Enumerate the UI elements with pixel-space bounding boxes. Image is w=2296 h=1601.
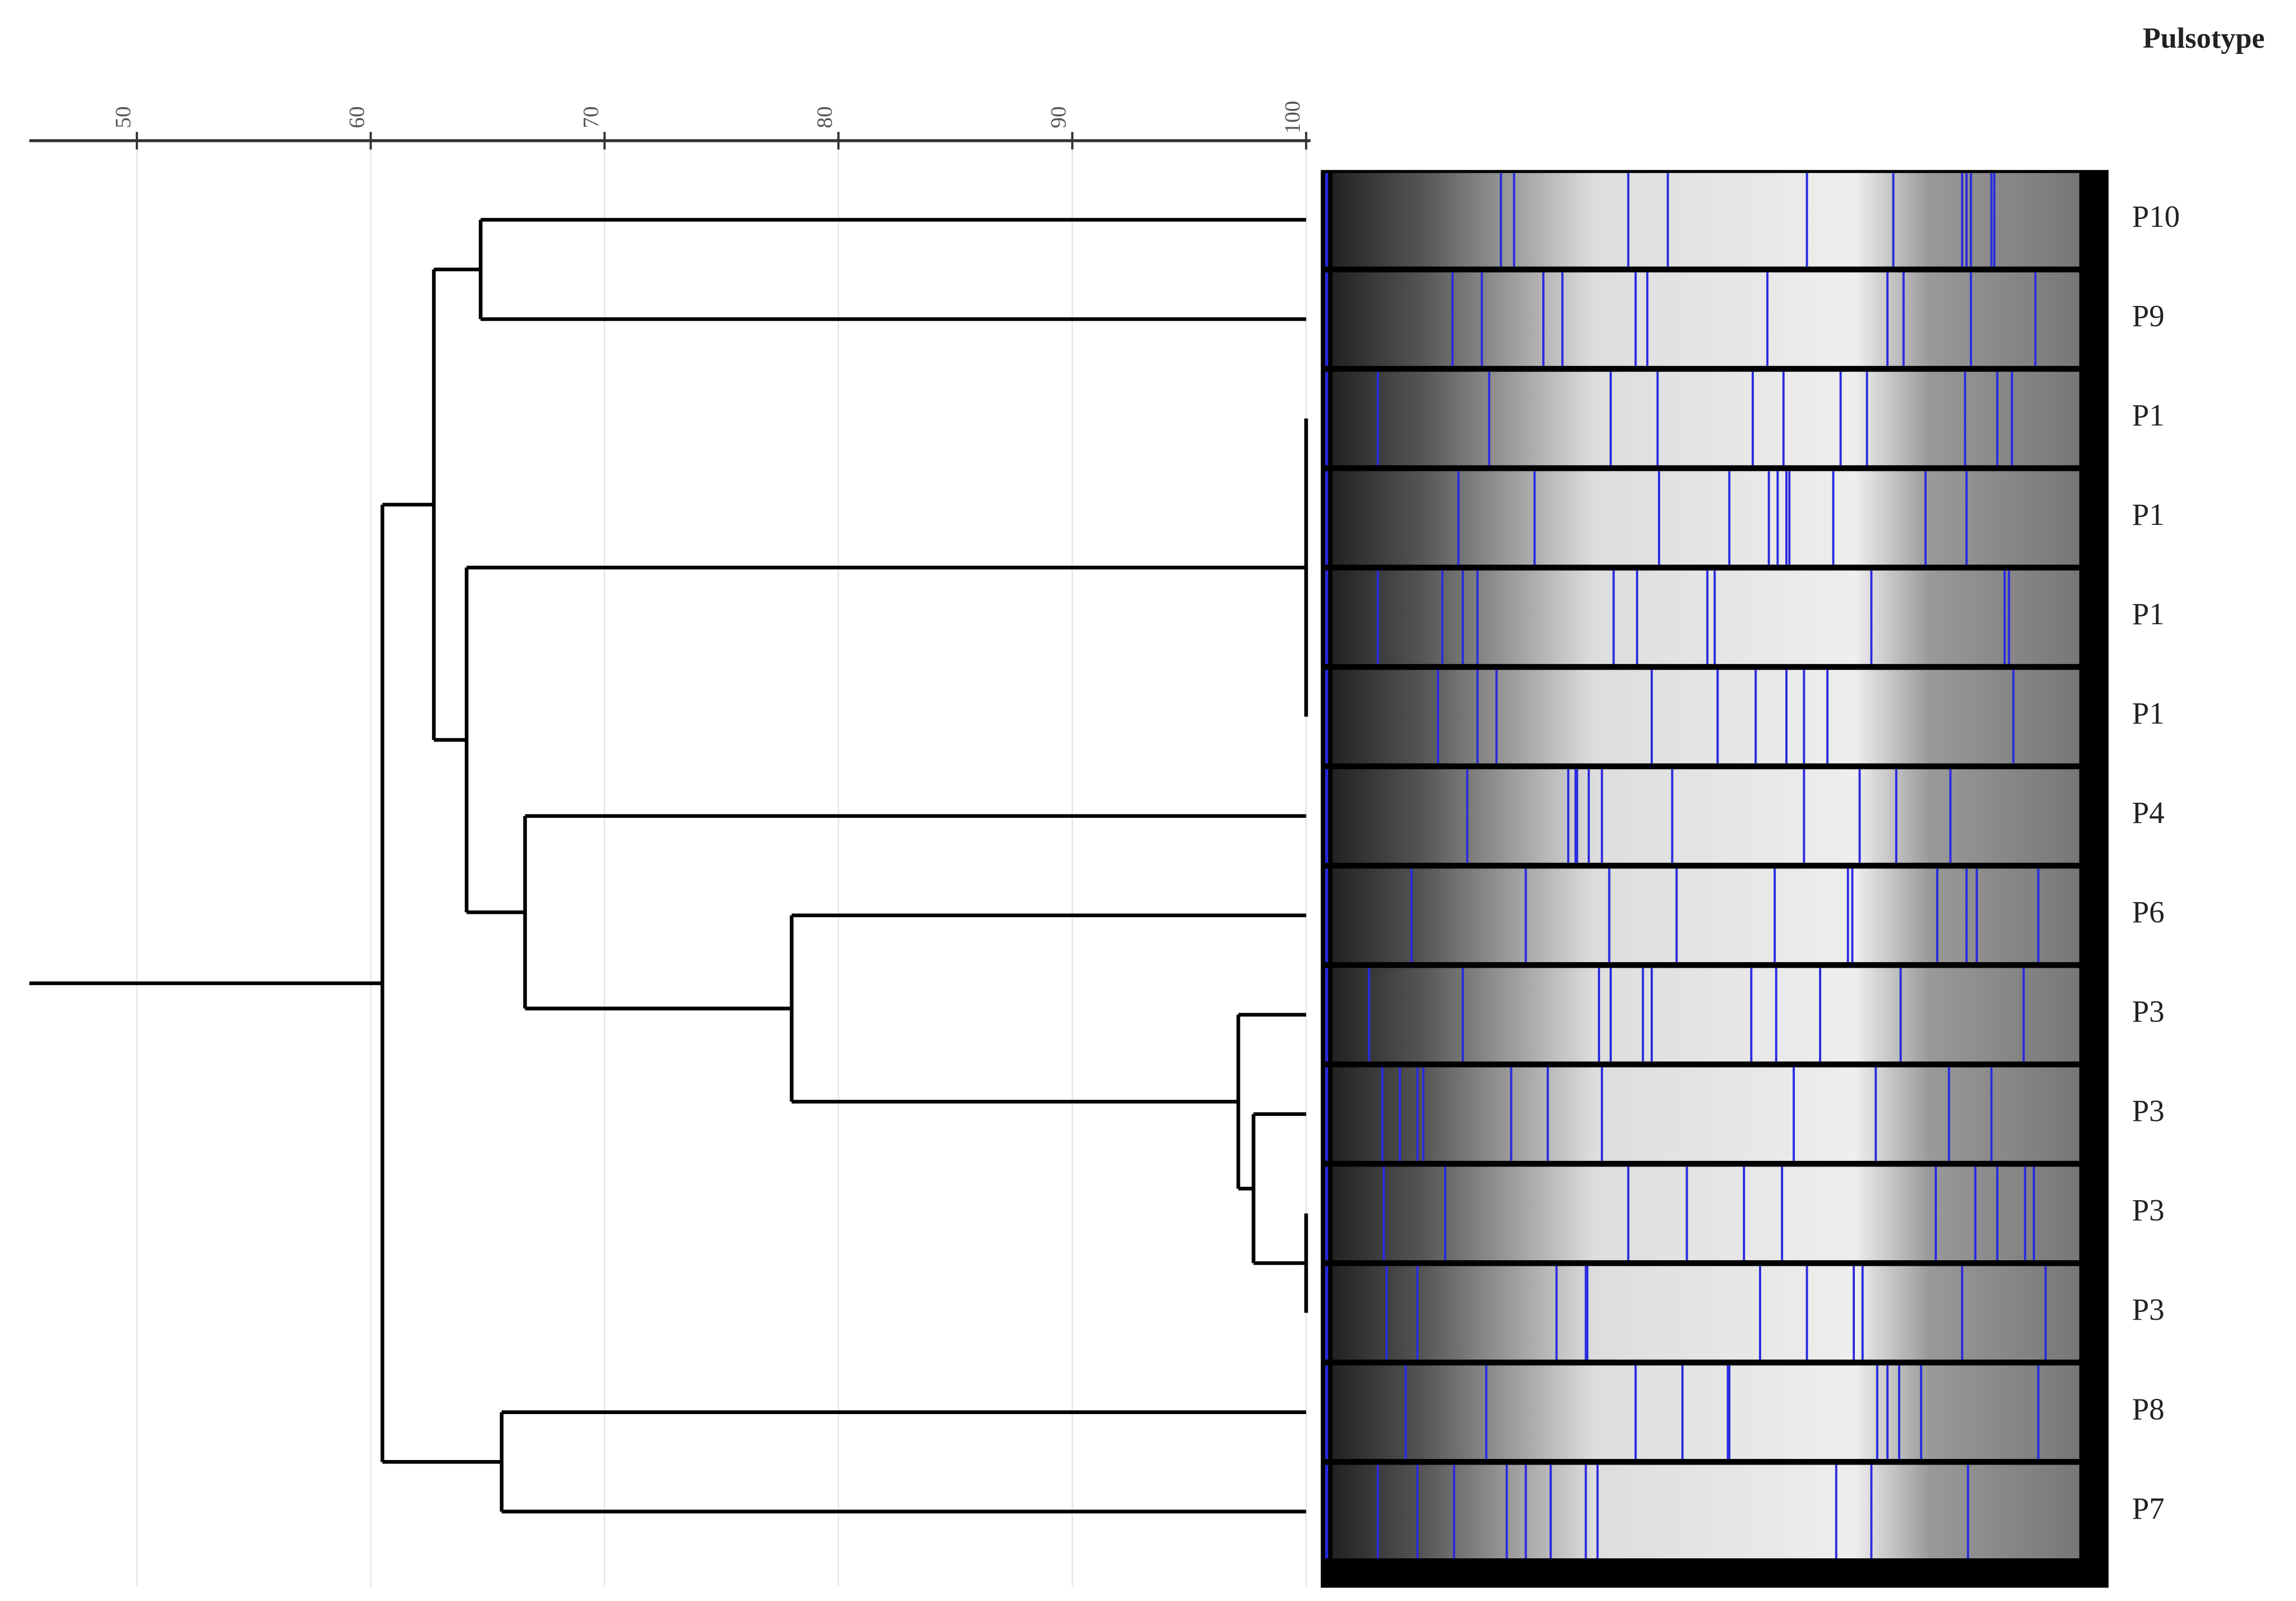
- gel-lane: [1332, 471, 2079, 565]
- leaf-label: P3: [2132, 1094, 2165, 1128]
- x-tick-label: 70: [579, 106, 603, 128]
- leaf-label: P10: [2132, 199, 2180, 234]
- x-tick-label: 50: [111, 106, 135, 128]
- leaf-label: P3: [2132, 1193, 2165, 1227]
- gel-lane: [1332, 670, 2079, 763]
- gel-lane: [1332, 1365, 2079, 1459]
- dendrogram: 50 60 70 80 90 100 P10 P9 P1 P1 P1 P1 P4 P6 P3 P3 P3 P3 P8…: [29, 101, 2180, 1586]
- leaf-label: P7: [2132, 1491, 2165, 1525]
- leaf-label: P6: [2132, 895, 2165, 929]
- gel-image: [1325, 173, 2079, 1558]
- gel-lane: [1332, 570, 2079, 664]
- leaf-label: P8: [2132, 1392, 2165, 1426]
- gel-lane: [1332, 1266, 2079, 1360]
- leaf-label: P1: [2132, 497, 2165, 532]
- x-tick-label: 80: [813, 106, 837, 128]
- gel-lane: [1332, 272, 2079, 366]
- leaf-label: P9: [2132, 299, 2165, 333]
- gel-lane: [1332, 868, 2079, 962]
- leaf-label: P3: [2132, 1292, 2165, 1326]
- gel-lane: [1332, 173, 2079, 267]
- header: Pulsotype: [2143, 22, 2265, 54]
- gel-lane: [1332, 1465, 2079, 1558]
- leaf-label: P1: [2132, 696, 2165, 730]
- x-tick-label: 90: [1047, 106, 1071, 128]
- gel-lane: [1332, 1067, 2079, 1161]
- gel-lane: [1332, 1167, 2079, 1260]
- x-tick-label: 100: [1280, 101, 1304, 134]
- gel-lane: [1332, 372, 2079, 465]
- gel-lane: [1332, 769, 2079, 863]
- gel-lane: [1332, 968, 2079, 1062]
- x-tick-label: 60: [345, 106, 369, 128]
- leaf-label: P3: [2132, 994, 2165, 1028]
- leaf-label: P4: [2132, 795, 2165, 830]
- leaf-label: P1: [2132, 597, 2165, 631]
- leaf-label: P1: [2132, 398, 2165, 432]
